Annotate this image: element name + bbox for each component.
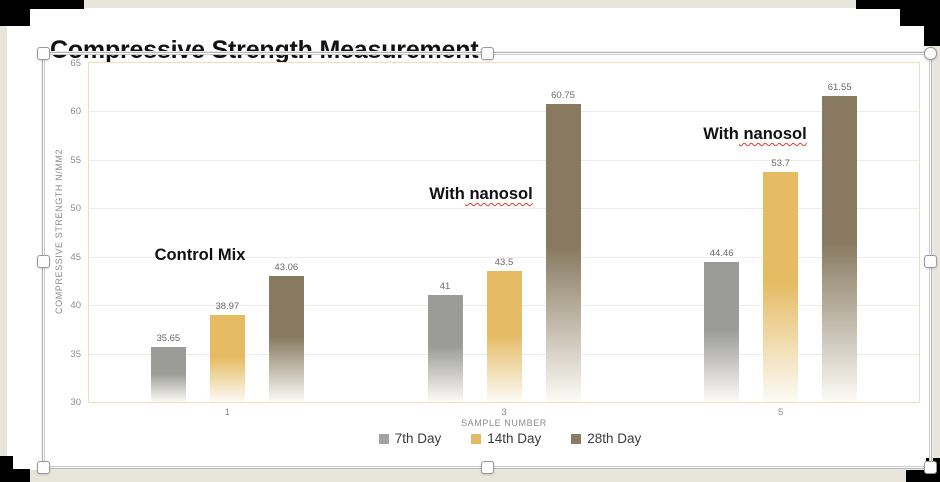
legend-item-14th-day[interactable]: 14th Day: [471, 431, 541, 446]
gridline: [89, 159, 919, 161]
bar-value-label: 44.46: [709, 247, 734, 259]
x-category-label: 3: [501, 407, 507, 418]
annotation-text[interactable]: With nanosol: [703, 125, 806, 144]
bar-28th-day-sample-1[interactable]: [268, 275, 304, 402]
bar-value-label: 60.75: [551, 90, 575, 102]
gridline: [89, 256, 919, 258]
resize-handle-bottom-right[interactable]: [924, 461, 937, 474]
resize-handle-bottom-center[interactable]: [481, 461, 494, 474]
x-category-label: 1: [224, 407, 230, 418]
gridline: [89, 111, 919, 113]
legend-swatch-icon: [471, 433, 482, 444]
y-tick-label: 45: [70, 251, 81, 263]
x-axis-title: SAMPLE NUMBER: [461, 418, 547, 428]
annotation-word: With: [429, 185, 465, 203]
chart-legend: 7th Day 14th Day 28th Day: [95, 431, 925, 446]
y-tick-label: 60: [70, 106, 81, 118]
legend-item-28th-day[interactable]: 28th Day: [571, 431, 641, 446]
bar-7th-day-sample-1[interactable]: [150, 347, 186, 402]
annotation-word: Mix: [213, 246, 246, 264]
bar-value-label: 38.97: [215, 301, 240, 313]
screenshot-corner-bl2: [0, 456, 13, 482]
legend-label: 14th Day: [487, 431, 542, 446]
resize-handle-middle-right[interactable]: [924, 254, 937, 268]
resize-handle-middle-left[interactable]: [37, 254, 50, 268]
y-tick-label: 65: [70, 58, 81, 69]
gridline: [89, 208, 919, 210]
y-tick-label: 40: [70, 300, 81, 312]
bar-value-label: 35.65: [156, 333, 181, 345]
y-tick-label: 35: [70, 348, 81, 360]
annotation-word: Control: [154, 246, 214, 264]
bar-7th-day-sample-5[interactable]: [704, 261, 740, 402]
annotation-text[interactable]: Control Mix: [155, 246, 246, 265]
legend-swatch-icon: [378, 433, 389, 444]
bar-value-label: 61.55: [827, 82, 852, 94]
screenshot-corner-tr: [856, 0, 940, 9]
annotation-word: nanosol: [738, 125, 807, 143]
bar-value-label: 43.5: [494, 257, 514, 269]
bar-7th-day-sample-3[interactable]: [427, 295, 463, 402]
resize-handle-top-center[interactable]: [481, 47, 494, 60]
resize-handle-top-right[interactable]: [924, 47, 937, 60]
bar-14th-day-sample-1[interactable]: [209, 315, 245, 402]
bar-14th-day-sample-5[interactable]: [763, 172, 799, 402]
annotation-word: With: [703, 125, 739, 143]
bar-value-label: 53.7: [771, 158, 790, 170]
x-category-label: 5: [778, 407, 784, 418]
legend-label: 28th Day: [587, 431, 642, 446]
chart-title: Compressive Strength Measurement: [50, 35, 479, 64]
bar-28th-day-sample-5[interactable]: [822, 96, 858, 402]
screenshot-corner-tl: [0, 0, 84, 9]
y-tick-label: 50: [70, 203, 81, 215]
resize-handle-top-left[interactable]: [37, 47, 50, 60]
y-tick-label: 55: [70, 154, 81, 166]
legend-swatch-icon: [571, 433, 582, 444]
bar-28th-day-sample-3[interactable]: [545, 104, 581, 402]
bar-14th-day-sample-3[interactable]: [486, 271, 522, 402]
bar-value-label: 41: [439, 281, 451, 293]
screenshot-corner-tl2: [0, 0, 30, 26]
legend-item-7th-day[interactable]: 7th Day: [378, 431, 442, 446]
bar-value-label: 43.06: [274, 261, 299, 273]
screenshot-corner-tr3: [924, 0, 940, 46]
annotation-word: nanosol: [464, 185, 533, 203]
resize-handle-bottom-left[interactable]: [37, 461, 50, 474]
chart-object-selection-frame[interactable]: [37, 47, 937, 474]
plot-area: SAMPLE NUMBER 30 35 40 45 50 55 60 65 35.65 38.97…: [70, 58, 920, 428]
y-tick-label: 30: [70, 397, 81, 408]
annotation-text[interactable]: With nanosol: [429, 185, 532, 204]
legend-label: 7th Day: [394, 431, 442, 446]
